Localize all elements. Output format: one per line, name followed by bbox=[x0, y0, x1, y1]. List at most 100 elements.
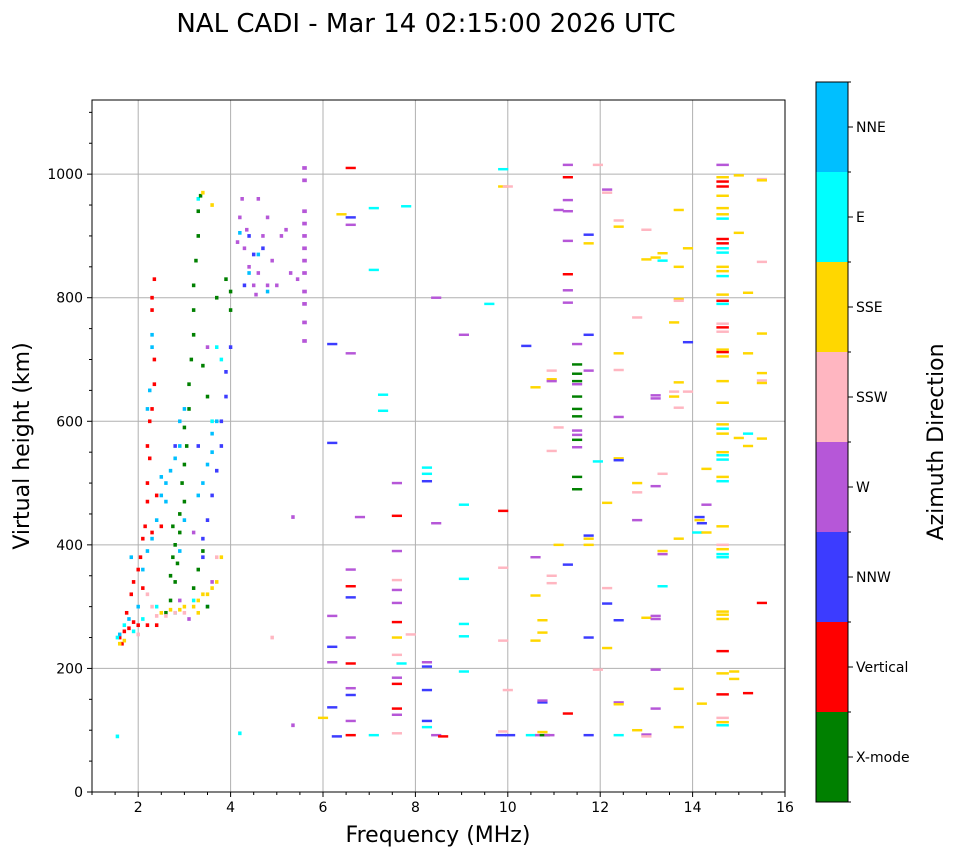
data-point-nnw bbox=[583, 636, 594, 639]
data-point-nnw bbox=[694, 515, 705, 519]
data-point-w bbox=[345, 223, 356, 227]
data-point-nne bbox=[150, 536, 154, 541]
data-point-w bbox=[650, 394, 661, 397]
data-point-nne bbox=[182, 518, 187, 522]
data-point-sse bbox=[716, 672, 729, 675]
data-point-ssw bbox=[657, 472, 668, 476]
x-tick-label: 12 bbox=[591, 800, 609, 816]
data-point-x-mode bbox=[182, 425, 187, 430]
data-point-sse bbox=[733, 174, 744, 177]
data-point-w bbox=[553, 208, 564, 212]
data-point-x-mode bbox=[180, 481, 184, 485]
data-point-vertical bbox=[562, 175, 573, 179]
data-point-nne bbox=[145, 407, 150, 411]
data-point-w bbox=[431, 296, 442, 299]
data-point-w bbox=[240, 197, 244, 201]
data-point-sse bbox=[613, 352, 624, 355]
data-point-nnw bbox=[421, 479, 433, 483]
data-point-x-mode bbox=[187, 407, 191, 411]
data-point-vertical bbox=[129, 592, 134, 597]
data-point-x-mode bbox=[572, 488, 583, 491]
data-point-x-mode bbox=[164, 610, 168, 615]
y-tick-label: 0 bbox=[74, 785, 83, 801]
data-point-ssw bbox=[592, 668, 603, 671]
data-point-w bbox=[291, 723, 295, 728]
data-point-w bbox=[345, 568, 356, 571]
data-point-nnw bbox=[696, 521, 707, 525]
data-point-w bbox=[247, 264, 251, 269]
data-point-ssw bbox=[502, 688, 513, 692]
data-point-x-mode bbox=[182, 462, 187, 467]
data-point-w bbox=[345, 686, 356, 690]
data-point-e bbox=[458, 670, 469, 673]
data-point-sse bbox=[716, 355, 729, 358]
data-point-sse bbox=[530, 594, 541, 597]
data-point-ssw bbox=[182, 610, 187, 615]
data-point-ssw bbox=[391, 578, 403, 582]
data-point-x-mode bbox=[198, 193, 203, 198]
data-point-w bbox=[391, 676, 403, 679]
data-point-sse bbox=[191, 604, 196, 609]
y-axis-label: Virtual height (km) bbox=[10, 342, 35, 549]
data-point-sse bbox=[196, 610, 200, 615]
data-point-w bbox=[613, 415, 624, 419]
data-point-nnw bbox=[682, 340, 694, 344]
data-point-sse bbox=[673, 381, 684, 384]
data-point-sse bbox=[178, 607, 182, 612]
data-point-vertical bbox=[145, 623, 150, 628]
data-point-e bbox=[401, 205, 412, 208]
data-point-e bbox=[191, 598, 196, 603]
data-point-nne bbox=[215, 419, 219, 424]
data-point-w bbox=[327, 661, 338, 664]
data-point-nnw bbox=[562, 563, 573, 566]
data-point-x-mode bbox=[228, 308, 233, 312]
data-point-sse bbox=[716, 206, 729, 210]
data-point-ssw bbox=[716, 330, 729, 333]
data-point-ssw bbox=[498, 566, 509, 569]
data-point-ssw bbox=[613, 219, 624, 222]
data-point-sse bbox=[546, 378, 557, 381]
colorbar-tick-label: X-mode bbox=[856, 750, 910, 766]
data-point-nne bbox=[178, 444, 182, 448]
data-point-sse bbox=[716, 213, 729, 216]
data-point-nne bbox=[150, 332, 154, 337]
data-point-sse bbox=[657, 251, 668, 255]
data-point-x-mode bbox=[572, 379, 583, 383]
data-point-w bbox=[302, 289, 307, 294]
data-point-sse bbox=[650, 256, 661, 259]
data-point-nnw bbox=[537, 701, 548, 704]
data-point-w bbox=[265, 215, 270, 220]
data-point-w bbox=[431, 733, 442, 737]
data-point-vertical bbox=[136, 623, 140, 628]
data-point-w bbox=[291, 515, 295, 519]
data-point-w bbox=[641, 733, 652, 736]
data-point-w bbox=[530, 555, 541, 559]
data-point-w bbox=[544, 733, 555, 737]
y-tick-label: 800 bbox=[56, 291, 83, 307]
data-point-nne bbox=[256, 252, 261, 257]
x-tick-label: 6 bbox=[319, 800, 328, 816]
grid-lines bbox=[92, 100, 785, 792]
data-point-x-mode bbox=[572, 407, 583, 411]
colorbar-tick-label: Vertical bbox=[856, 660, 908, 676]
data-point-nne bbox=[178, 549, 182, 553]
data-point-ssw bbox=[150, 604, 154, 609]
colorbar-segment-nne bbox=[816, 82, 848, 172]
data-point-sse bbox=[696, 702, 707, 705]
data-point-e bbox=[613, 733, 624, 737]
data-point-e bbox=[458, 635, 469, 638]
data-point-w bbox=[537, 699, 548, 702]
data-point-sse bbox=[583, 242, 594, 245]
data-point-x-mode bbox=[196, 209, 200, 214]
data-point-x-mode bbox=[178, 530, 182, 535]
data-point-sse bbox=[701, 531, 712, 534]
data-point-nnw bbox=[247, 234, 251, 238]
data-point-vertical bbox=[145, 481, 150, 485]
data-point-x-mode bbox=[224, 277, 228, 282]
data-point-nne bbox=[168, 468, 173, 473]
data-point-sse bbox=[716, 525, 729, 528]
data-points bbox=[115, 163, 767, 739]
data-point-sse bbox=[641, 258, 652, 261]
data-point-vertical bbox=[124, 610, 129, 615]
data-point-ssw bbox=[756, 379, 767, 382]
